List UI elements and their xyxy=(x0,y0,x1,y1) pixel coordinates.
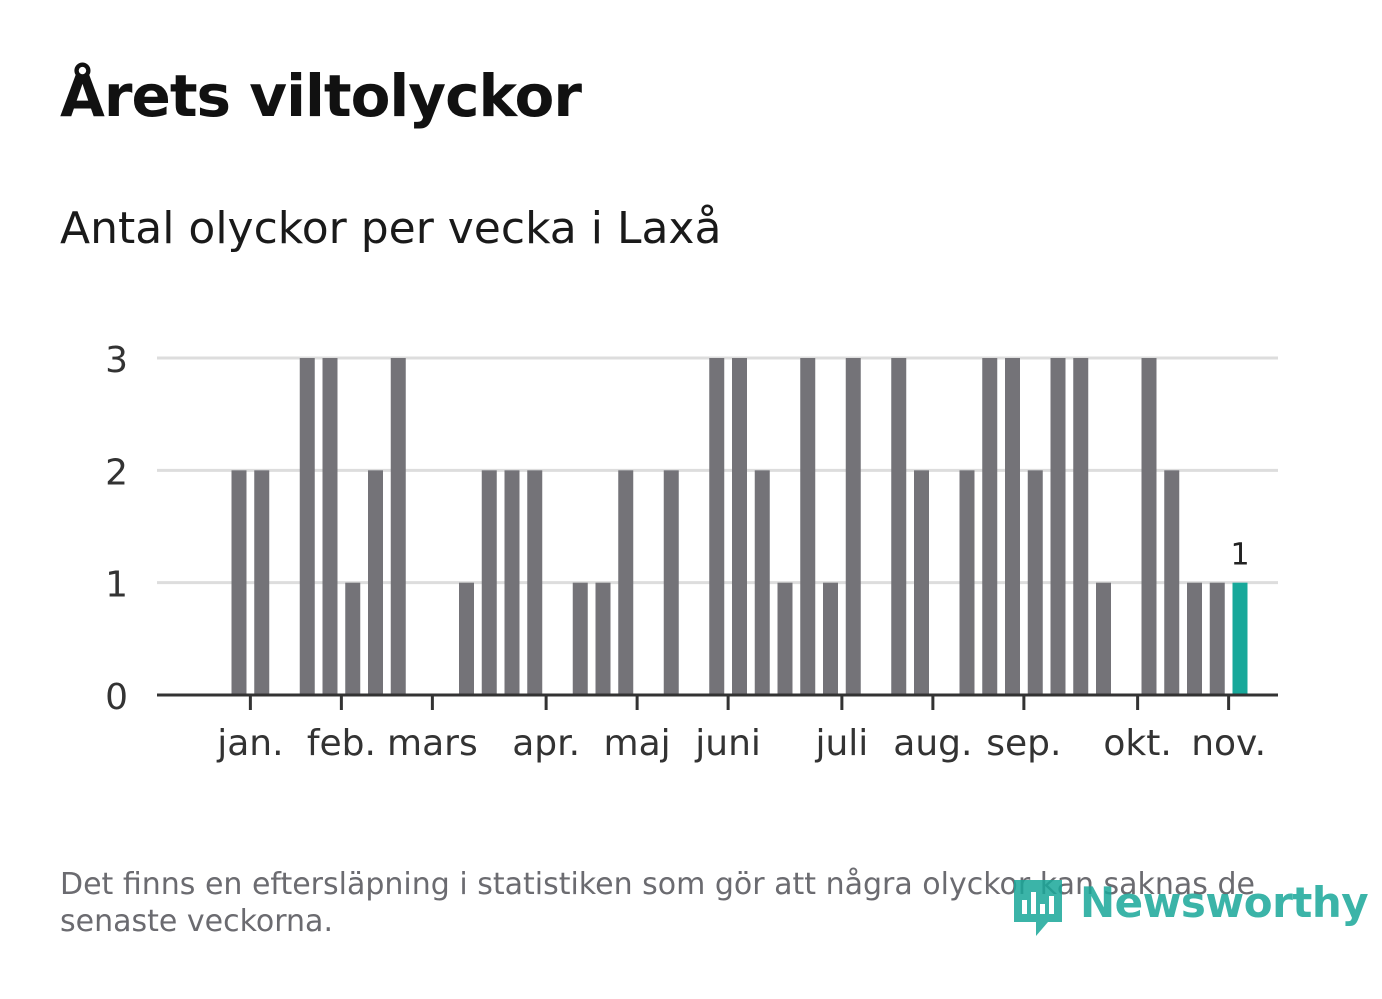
bar xyxy=(914,470,929,695)
bar xyxy=(891,358,907,695)
y-tick-label: 0 xyxy=(105,677,128,718)
y-tick-label: 3 xyxy=(105,340,128,381)
bar xyxy=(299,358,315,695)
bar xyxy=(959,470,975,695)
bar xyxy=(322,358,338,695)
bar xyxy=(572,582,588,695)
bar xyxy=(982,358,998,695)
x-tick-label: aug. xyxy=(893,723,972,764)
bar xyxy=(663,470,679,695)
bar xyxy=(231,470,247,695)
labels: 0 1 2 3 1 jan. feb. mars apr. maj juni juli aug. sep.… xyxy=(105,340,1266,764)
bar xyxy=(504,470,520,695)
bars xyxy=(231,358,1248,695)
bar xyxy=(777,582,793,695)
bar xyxy=(368,470,383,695)
bar xyxy=(1141,358,1157,695)
x-tick-label: jan. xyxy=(216,723,283,764)
bar xyxy=(459,582,474,695)
data-label: 1 xyxy=(1230,538,1249,573)
x-tick-label: okt. xyxy=(1103,723,1171,764)
x-tick-label: maj xyxy=(604,723,671,764)
x-axis xyxy=(157,693,1278,710)
bar xyxy=(390,358,406,695)
bar xyxy=(1027,470,1043,695)
bar xyxy=(823,582,838,695)
logo-text: Newsworthy xyxy=(1080,878,1369,927)
bar xyxy=(845,358,861,695)
y-tick-label: 2 xyxy=(105,452,128,493)
bar-highlight xyxy=(1232,582,1248,695)
bar xyxy=(254,470,270,695)
x-tick-label: mars xyxy=(387,723,478,764)
x-tick-label: juli xyxy=(814,723,868,764)
bar xyxy=(732,358,747,695)
newsworthy-chart-icon xyxy=(1014,880,1062,936)
chart-title: Årets viltolyckor xyxy=(60,62,582,130)
y-tick-label: 1 xyxy=(105,565,128,606)
x-tick-label: sep. xyxy=(986,723,1061,764)
x-tick-label: juni xyxy=(694,723,761,764)
newsworthy-logo[interactable]: Newsworthy xyxy=(1010,876,1369,942)
bar xyxy=(527,470,543,695)
bar xyxy=(1073,358,1089,695)
bar xyxy=(481,470,497,695)
bar xyxy=(595,582,611,695)
bar xyxy=(1209,582,1225,695)
bar xyxy=(1050,358,1066,695)
bar xyxy=(1005,358,1020,695)
x-tick-label: apr. xyxy=(512,723,580,764)
bar xyxy=(1164,470,1180,695)
x-tick-label: feb. xyxy=(307,723,376,764)
bar xyxy=(1096,582,1111,695)
bar xyxy=(618,470,634,695)
bar xyxy=(1187,582,1202,695)
bar xyxy=(345,582,361,695)
bar xyxy=(754,470,770,695)
x-tick-label: nov. xyxy=(1191,723,1266,764)
chart-subtitle: Antal olyckor per vecka i Laxå xyxy=(60,203,722,254)
bar xyxy=(800,358,816,695)
bar xyxy=(709,358,725,695)
